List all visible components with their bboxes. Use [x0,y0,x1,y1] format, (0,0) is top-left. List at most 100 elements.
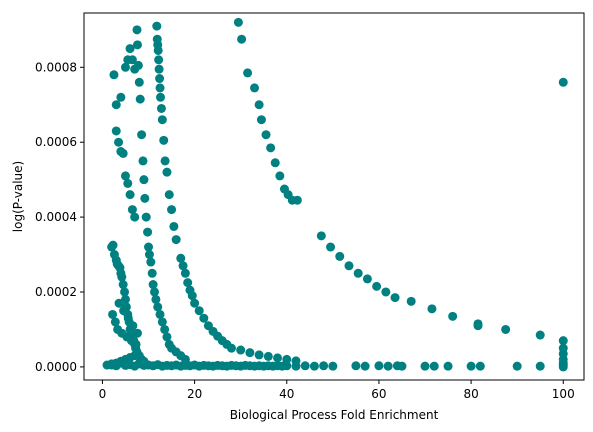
data-point [300,361,310,371]
x-tick-label: 20 [187,387,202,401]
data-point [160,156,170,166]
data-point [362,274,372,284]
data-point [156,92,165,102]
data-point [130,212,140,222]
data-point [141,212,151,222]
data-point [123,178,133,188]
data-point [144,242,154,252]
data-point [160,324,170,334]
data-point [254,350,264,360]
data-point [171,235,181,245]
data-point [148,280,158,290]
data-point [131,339,141,349]
data-point [154,55,164,65]
data-point [254,100,264,110]
data-point [282,361,292,371]
data-point [167,205,177,215]
data-point [139,175,149,185]
data-point [150,287,160,297]
y-tick-label: 0.0004 [35,210,77,224]
data-point [132,40,142,50]
data-point [270,158,280,168]
data-point [117,272,127,282]
data-point [261,130,271,140]
data-point [190,298,200,308]
x-axis-label: Biological Process Fold Enrichment [230,408,439,422]
data-point [169,221,179,231]
data-point [130,64,140,74]
data-point [390,293,400,303]
y-tick-label: 0.0002 [35,285,77,299]
data-point [134,77,144,87]
data-point [130,351,140,361]
data-point [119,306,129,316]
data-point [374,361,384,371]
data-point [155,83,165,93]
data-point [501,324,511,334]
data-point [127,205,137,215]
data-point [125,44,135,54]
data-point [194,306,204,316]
data-point [351,361,361,371]
data-point [143,227,153,237]
x-axis-ticks: 0 20 40 60 80 100 [99,380,575,401]
data-point [360,361,370,371]
x-tick-label: 80 [463,387,478,401]
data-point [118,148,128,158]
data-point [448,311,458,321]
data-point [128,321,138,331]
data-point [153,302,163,312]
data-point [199,313,209,323]
data-point [152,21,162,31]
data-point [154,64,164,74]
data-point [558,77,568,87]
data-point [226,343,236,353]
data-point [110,317,120,327]
plot-frame [83,12,585,381]
data-point [151,294,161,304]
data-point [132,328,142,338]
data-point [319,361,329,371]
data-point [109,70,119,80]
data-point [187,291,197,301]
data-point [162,167,172,177]
data-point [176,253,186,263]
y-axis-label: log(P-value) [11,161,25,232]
data-point [164,190,174,200]
data-point [120,62,130,72]
data-point [406,296,416,306]
data-point [429,361,439,371]
data-point [127,55,137,65]
data-point [155,309,165,319]
data-point [120,287,130,297]
x-tick-label: 60 [371,387,386,401]
data-point [383,361,393,371]
data-point [125,190,135,200]
x-tick-label: 40 [279,387,294,401]
data-point [162,332,172,342]
data-point [144,250,154,260]
data-point [114,137,124,147]
data-point [292,195,302,205]
data-point [237,34,247,44]
data-point [326,242,336,252]
data-point [475,361,485,371]
data-point [147,268,157,278]
data-point [135,94,145,104]
data-point [558,336,568,346]
data-point [114,298,124,308]
data-point [132,25,142,35]
y-tick-label: 0.0006 [35,135,77,149]
data-point [157,115,167,125]
data-point [291,361,301,371]
data-point [353,268,363,278]
data-point [263,351,273,361]
data-point [116,92,126,102]
data-point [309,361,319,371]
data-point [397,361,407,371]
data-point [473,321,483,331]
data-point [535,361,545,371]
data-point [138,156,148,166]
data-point [155,74,165,84]
